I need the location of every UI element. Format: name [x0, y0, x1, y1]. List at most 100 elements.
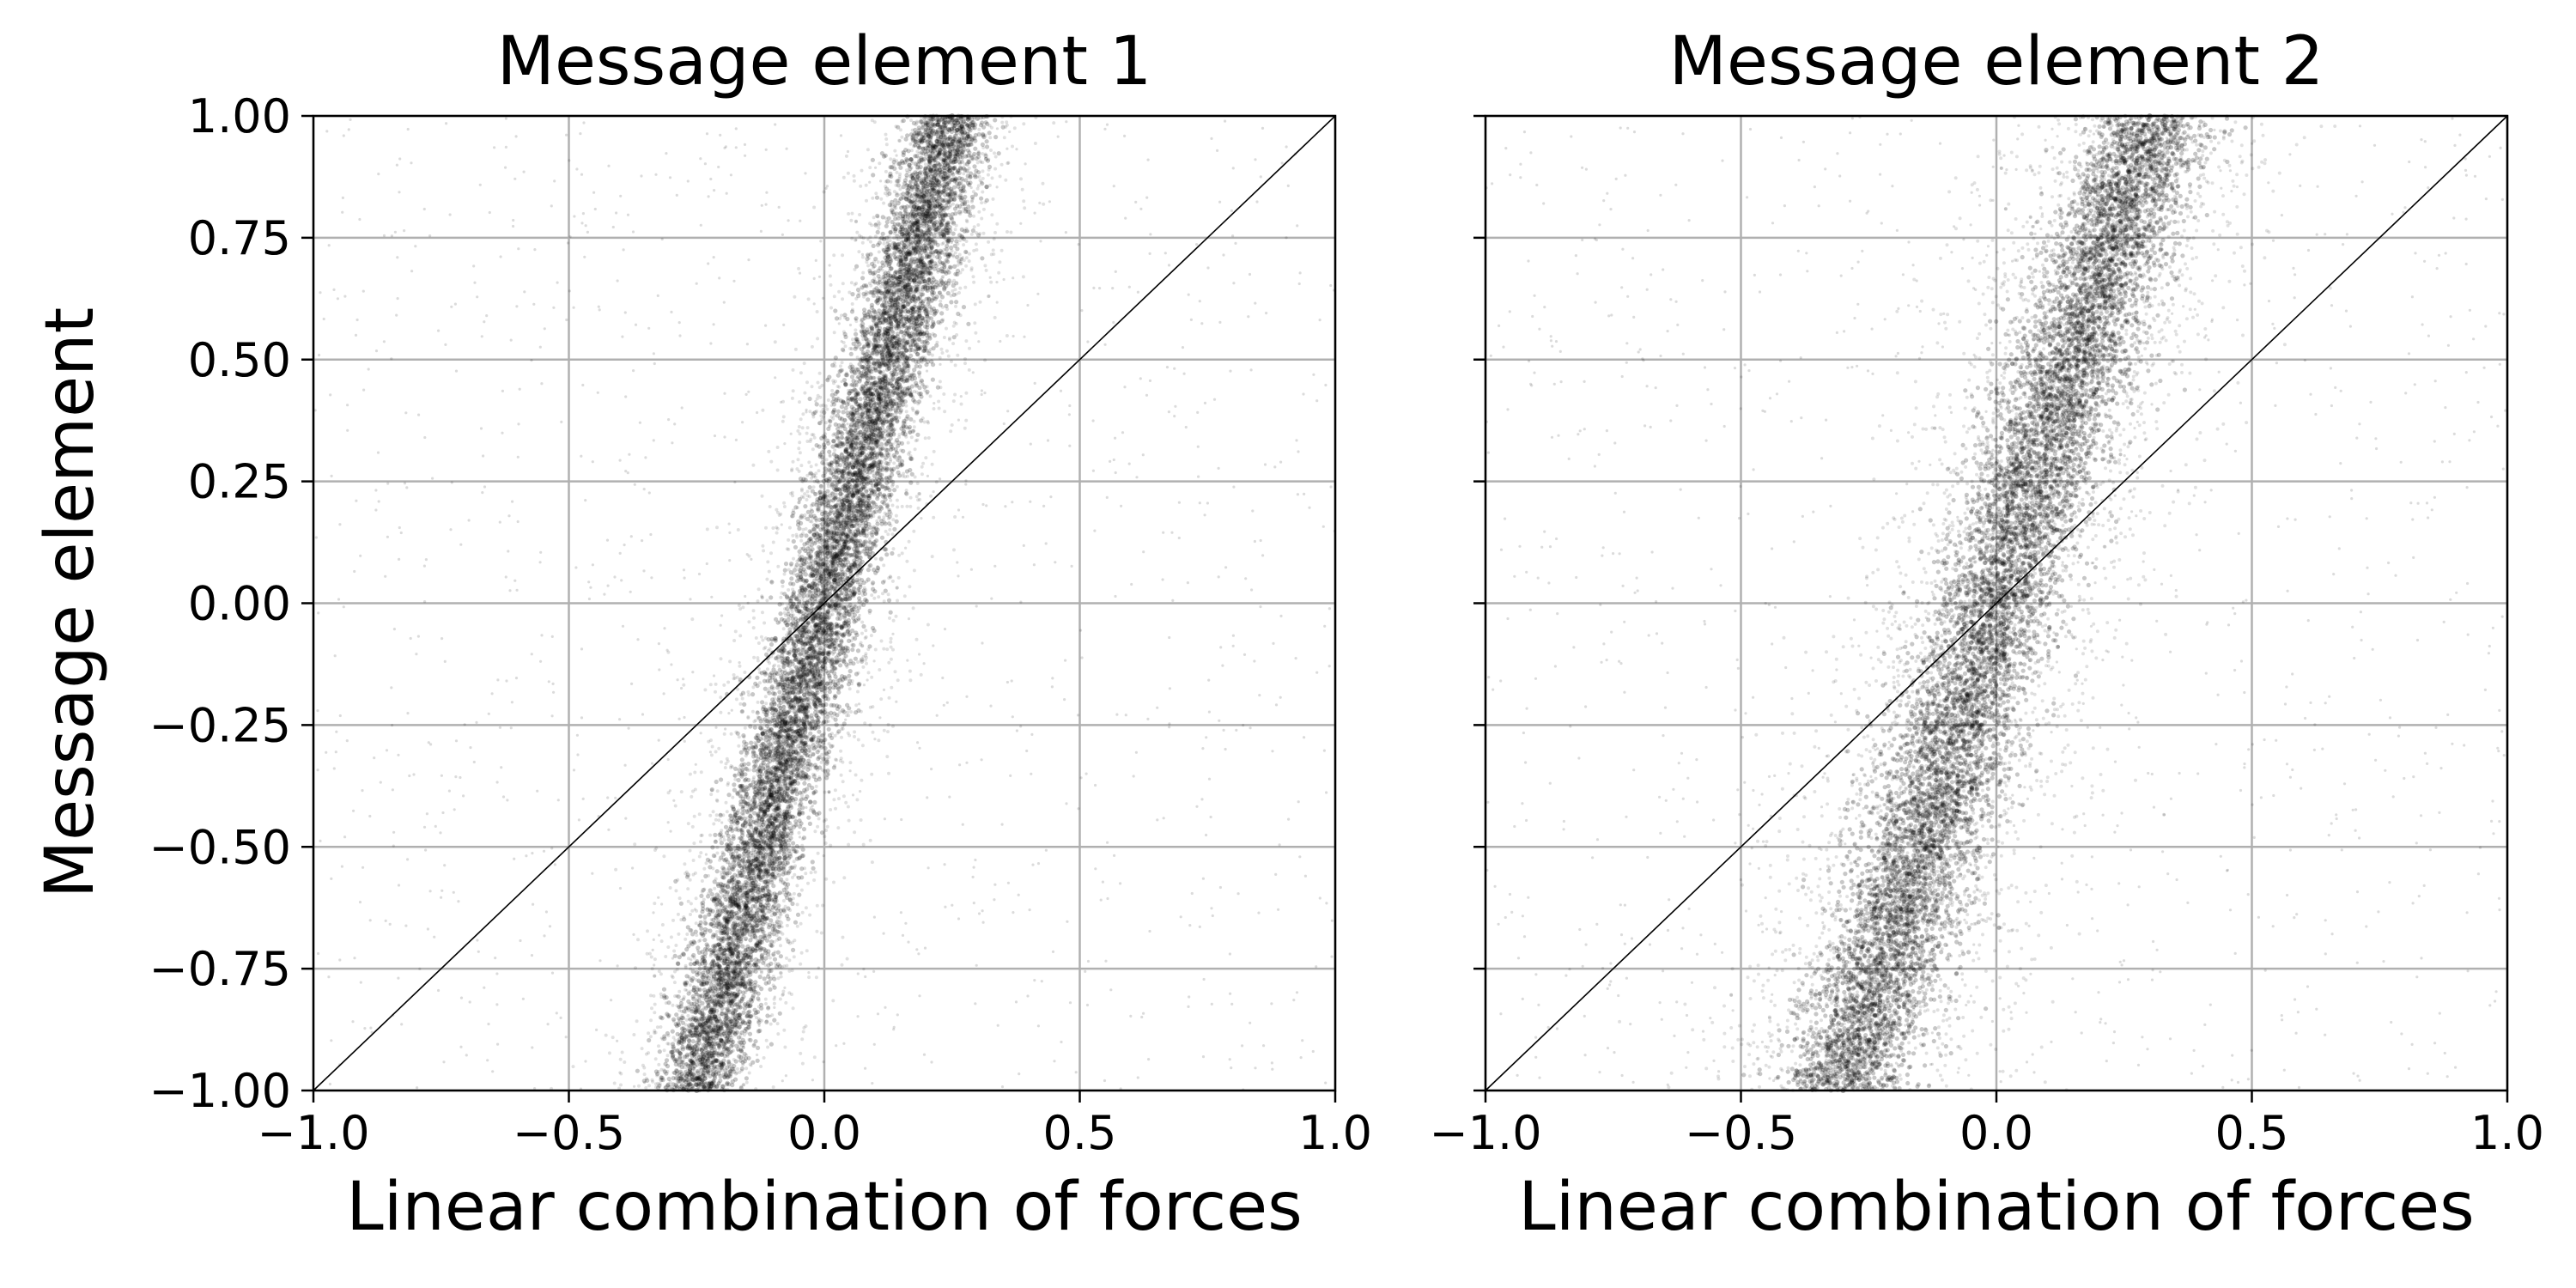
scatter-point	[843, 460, 848, 465]
scatter-point	[984, 120, 988, 125]
scatter-point	[726, 834, 731, 838]
scatter-point	[949, 300, 953, 304]
scatter-point	[841, 410, 846, 414]
scatter-point	[884, 224, 889, 228]
scatter-point	[955, 246, 959, 251]
scatter-point	[671, 1030, 675, 1034]
scatter-point	[838, 663, 842, 667]
scatter-point	[789, 606, 793, 611]
scatter-point	[732, 782, 736, 787]
scatter-point	[812, 800, 817, 805]
scatter-point	[849, 436, 854, 440]
scatter-point	[802, 827, 806, 831]
scatter-point	[853, 613, 857, 617]
scatter-point	[896, 471, 901, 475]
scatter-point	[665, 1058, 669, 1062]
scatter-point	[674, 1012, 678, 1017]
scatter-point	[871, 626, 875, 630]
scatter-point	[856, 288, 860, 292]
scatter-point	[752, 811, 756, 815]
scatter-point	[874, 538, 878, 543]
scatter-point	[910, 384, 914, 388]
scatter-point	[792, 539, 796, 544]
scatter-point	[683, 1054, 687, 1059]
scatter-point	[985, 139, 989, 143]
scatter-point	[884, 461, 889, 465]
scatter-point	[732, 788, 737, 793]
scatter-point	[690, 942, 695, 946]
scatter-point	[726, 793, 731, 797]
scatter-point	[939, 311, 944, 315]
scatter-point	[797, 526, 801, 531]
scatter-point	[737, 778, 741, 782]
scatter-point	[659, 1078, 663, 1082]
scatter-point	[701, 1061, 705, 1066]
scatter-point	[884, 552, 889, 556]
scatter-point	[892, 527, 896, 532]
scatter-point	[901, 161, 905, 165]
scatter-point	[758, 799, 762, 803]
scatter-point	[898, 166, 902, 170]
scatter-point	[762, 976, 767, 981]
scatter-point	[800, 854, 805, 858]
scatter-point	[791, 948, 795, 952]
scatter-point	[953, 211, 957, 216]
scatter-point	[849, 352, 854, 356]
scatter-point	[779, 954, 783, 958]
scatter-point	[802, 781, 806, 786]
scatter-point	[866, 297, 870, 301]
scatter-point	[829, 703, 834, 708]
scatter-point	[797, 601, 801, 605]
scatter-point	[827, 727, 831, 732]
scatter-point	[793, 545, 798, 550]
scatter-point	[778, 1012, 782, 1016]
scatter-point	[808, 397, 812, 401]
scatter-point	[836, 374, 841, 378]
scatter-point	[825, 682, 829, 686]
scatter-point	[993, 118, 997, 122]
scatter-point	[905, 469, 909, 473]
scatter-point	[748, 1032, 752, 1036]
scatter-point	[904, 137, 908, 142]
scatter-point	[915, 433, 920, 437]
scatter-point	[880, 260, 884, 264]
scatter-point	[824, 775, 829, 780]
scatter-point	[872, 244, 876, 248]
scatter-point	[778, 611, 782, 616]
scatter-point	[803, 504, 807, 508]
scatter-point	[727, 837, 732, 841]
scatter-point	[951, 232, 956, 236]
scatter-point	[888, 495, 892, 499]
scatter-point	[755, 676, 759, 680]
scatter-point	[872, 510, 876, 514]
scatter-point	[679, 902, 683, 906]
scatter-point	[824, 750, 829, 755]
scatter-point	[698, 967, 702, 971]
scatter-point	[710, 892, 714, 896]
scatter-point	[738, 1040, 742, 1044]
scatter-point	[757, 1029, 762, 1033]
scatter-point	[772, 1018, 776, 1023]
scatter-point	[997, 151, 1001, 155]
chart-title: Message element 1	[497, 23, 1152, 100]
scatter-point	[975, 156, 979, 161]
scatter-point	[896, 161, 901, 166]
scatter-point	[801, 848, 805, 852]
scatter-point	[887, 598, 891, 603]
scatter-point	[769, 642, 774, 647]
scatter-point	[854, 347, 858, 351]
scatter-point	[861, 624, 866, 629]
scatter-point	[808, 799, 812, 804]
scatter-point	[715, 869, 720, 873]
scatter-point	[850, 374, 854, 379]
scatter-point	[817, 545, 821, 550]
scatter-point	[768, 934, 772, 939]
scatter-point	[740, 757, 744, 762]
scatter-point	[702, 938, 707, 942]
scatter-point	[881, 232, 885, 236]
scatter-point	[871, 173, 875, 177]
scatter-point	[879, 556, 884, 561]
scatter-point	[793, 920, 798, 925]
scatter-point	[750, 692, 755, 696]
scatter-point	[938, 256, 942, 260]
